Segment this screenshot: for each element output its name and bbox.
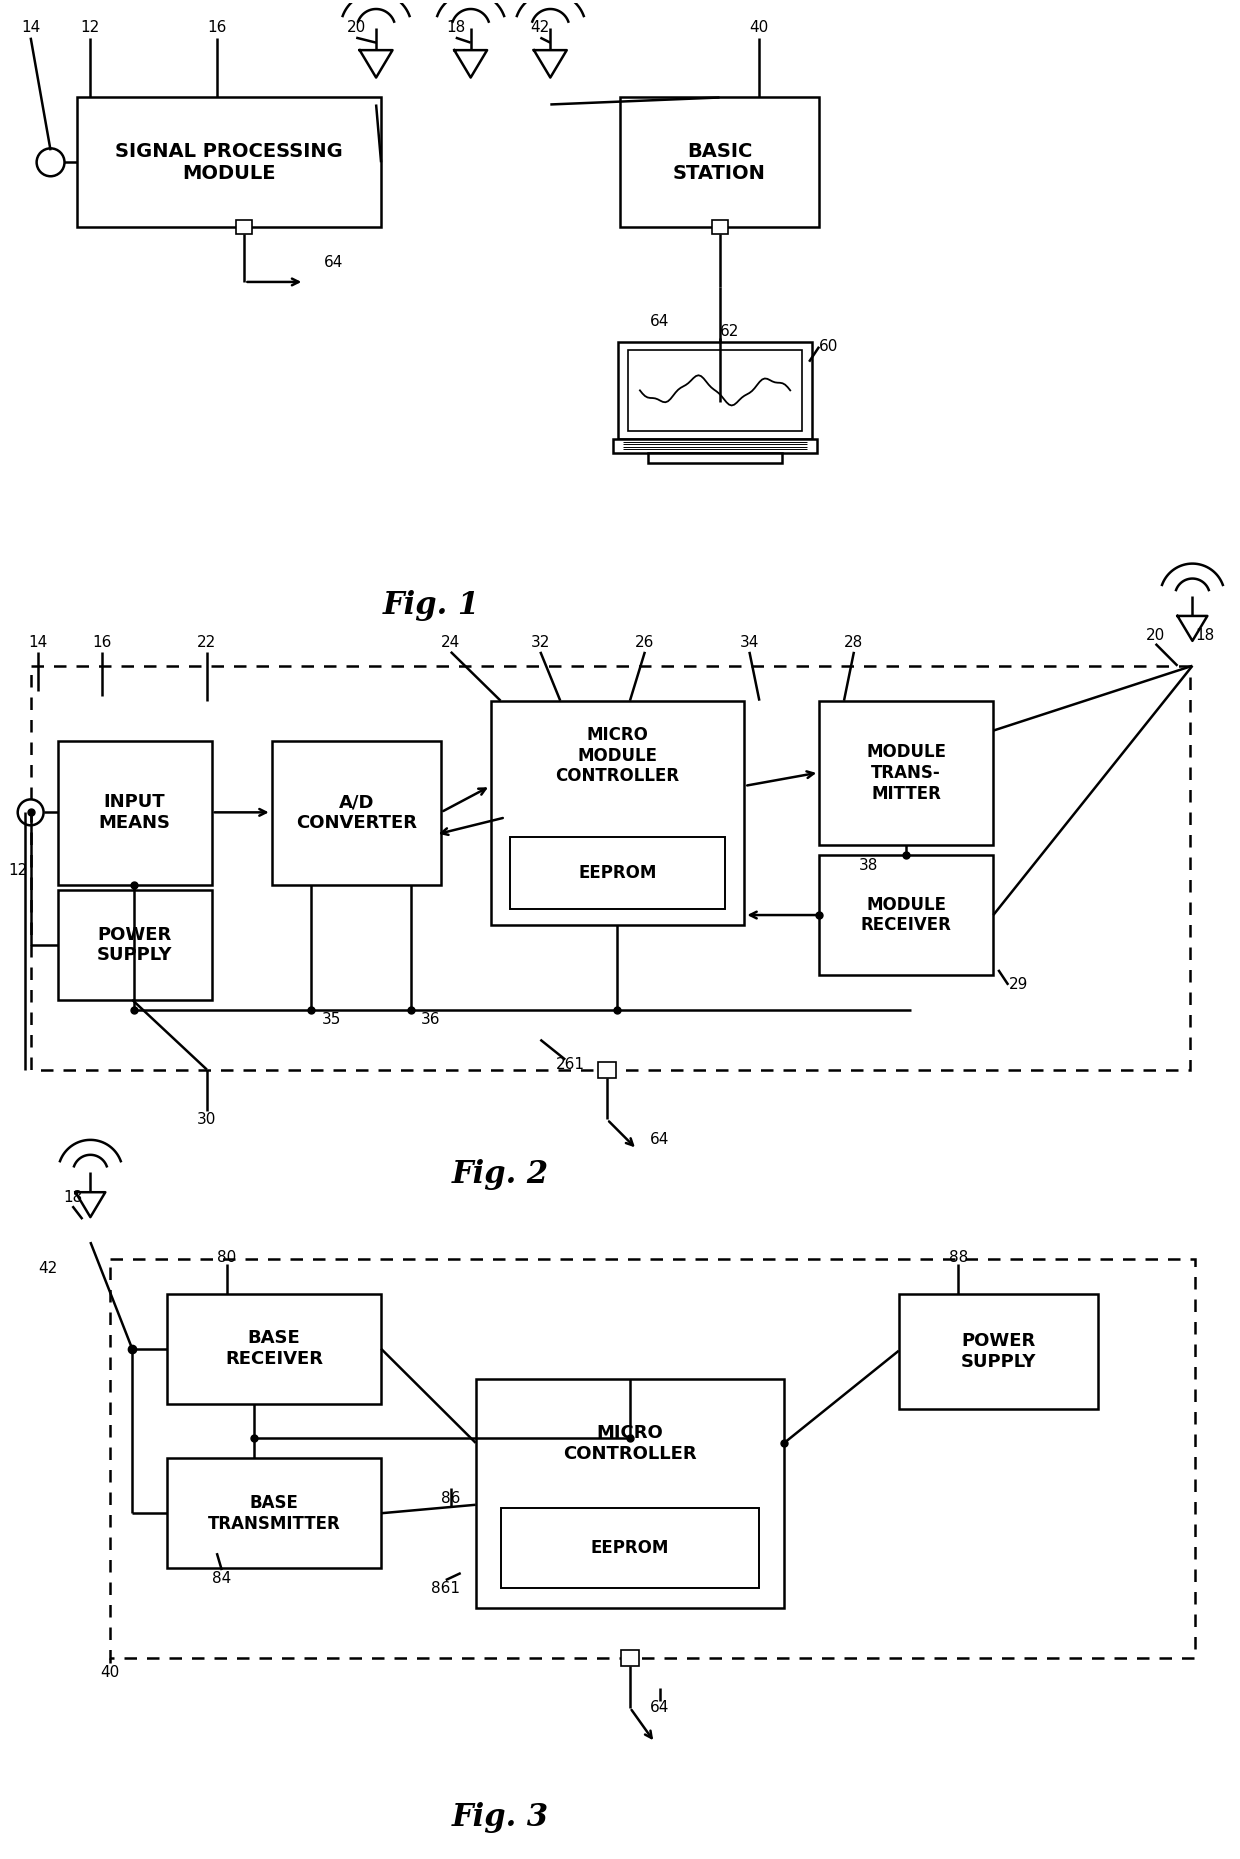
Text: EEPROM: EEPROM [578, 864, 657, 883]
Text: 35: 35 [321, 1013, 341, 1028]
Text: Fig. 1: Fig. 1 [382, 591, 480, 621]
Bar [501, 1508, 759, 1588]
Text: 28: 28 [844, 636, 863, 651]
Text: 22: 22 [197, 636, 217, 651]
Text: 42: 42 [38, 1262, 57, 1277]
Text: 18: 18 [1195, 628, 1215, 643]
Text: BASE
RECEIVER: BASE RECEIVER [224, 1329, 324, 1368]
Text: 261: 261 [556, 1058, 585, 1073]
Text: 62: 62 [719, 323, 739, 340]
Text: 64: 64 [650, 314, 670, 329]
Text: 38: 38 [859, 857, 879, 872]
Bar [598, 1061, 616, 1078]
Text: Fig. 3: Fig. 3 [451, 1801, 549, 1833]
Text: 26: 26 [635, 636, 655, 651]
Bar [57, 890, 212, 1000]
Bar [31, 666, 1190, 1069]
Text: 86: 86 [441, 1491, 460, 1506]
Text: SIGNAL PROCESSING
MODULE: SIGNAL PROCESSING MODULE [115, 141, 343, 182]
Bar [57, 740, 212, 885]
Text: INPUT
MEANS: INPUT MEANS [99, 794, 171, 833]
Text: MODULE
RECEIVER: MODULE RECEIVER [861, 896, 951, 935]
Bar [613, 439, 817, 454]
Text: 16: 16 [207, 20, 227, 35]
Bar [77, 97, 381, 227]
Text: 64: 64 [650, 1132, 670, 1147]
Text: 40: 40 [100, 1666, 120, 1681]
Text: 34: 34 [740, 636, 759, 651]
Bar [110, 1259, 1195, 1658]
Text: 30: 30 [197, 1112, 217, 1127]
Text: 80: 80 [217, 1249, 237, 1264]
Bar [272, 740, 440, 885]
Text: 32: 32 [531, 636, 551, 651]
Bar [618, 342, 812, 439]
Bar [820, 701, 993, 846]
Text: Fig. 2: Fig. 2 [451, 1158, 549, 1190]
Text: A/D
CONVERTER: A/D CONVERTER [295, 794, 417, 833]
Text: 36: 36 [422, 1013, 440, 1028]
Text: 40: 40 [750, 20, 769, 35]
Text: MICRO
MODULE
CONTROLLER: MICRO MODULE CONTROLLER [556, 725, 680, 784]
Text: MICRO
CONTROLLER: MICRO CONTROLLER [563, 1424, 697, 1463]
Text: 14: 14 [21, 20, 40, 35]
Text: 42: 42 [531, 20, 551, 35]
Text: 12: 12 [81, 20, 100, 35]
Text: 12: 12 [9, 863, 27, 877]
Text: 60: 60 [820, 338, 838, 355]
Text: 29: 29 [1008, 978, 1028, 993]
Text: 20: 20 [346, 20, 366, 35]
Bar [820, 855, 993, 974]
Text: 24: 24 [441, 636, 460, 651]
Bar [899, 1294, 1097, 1409]
Bar [647, 454, 782, 463]
Text: POWER
SUPPLY: POWER SUPPLY [961, 1331, 1037, 1370]
Bar [621, 1649, 639, 1666]
Text: 88: 88 [949, 1249, 968, 1264]
Text: 64: 64 [325, 255, 343, 270]
Bar [712, 219, 728, 234]
Text: 18: 18 [446, 20, 465, 35]
Bar [511, 837, 724, 909]
Bar [627, 349, 802, 431]
Text: 861: 861 [432, 1580, 460, 1595]
Text: 64: 64 [650, 1701, 670, 1716]
Text: 20: 20 [1146, 628, 1166, 643]
Bar [620, 97, 820, 227]
Text: BASE
TRANSMITTER: BASE TRANSMITTER [207, 1495, 341, 1532]
Text: MODULE
TRANS-
MITTER: MODULE TRANS- MITTER [867, 744, 946, 803]
Text: 18: 18 [63, 1190, 82, 1205]
Bar [167, 1294, 381, 1404]
Text: 14: 14 [29, 636, 47, 651]
Text: POWER
SUPPLY: POWER SUPPLY [97, 926, 172, 965]
Text: BASIC
STATION: BASIC STATION [673, 141, 766, 182]
Bar [491, 701, 744, 926]
Text: EEPROM: EEPROM [590, 1539, 670, 1558]
Bar [237, 219, 253, 234]
Text: 16: 16 [93, 636, 112, 651]
Bar [476, 1379, 784, 1608]
Bar [167, 1459, 381, 1569]
Text: 84: 84 [212, 1571, 232, 1586]
